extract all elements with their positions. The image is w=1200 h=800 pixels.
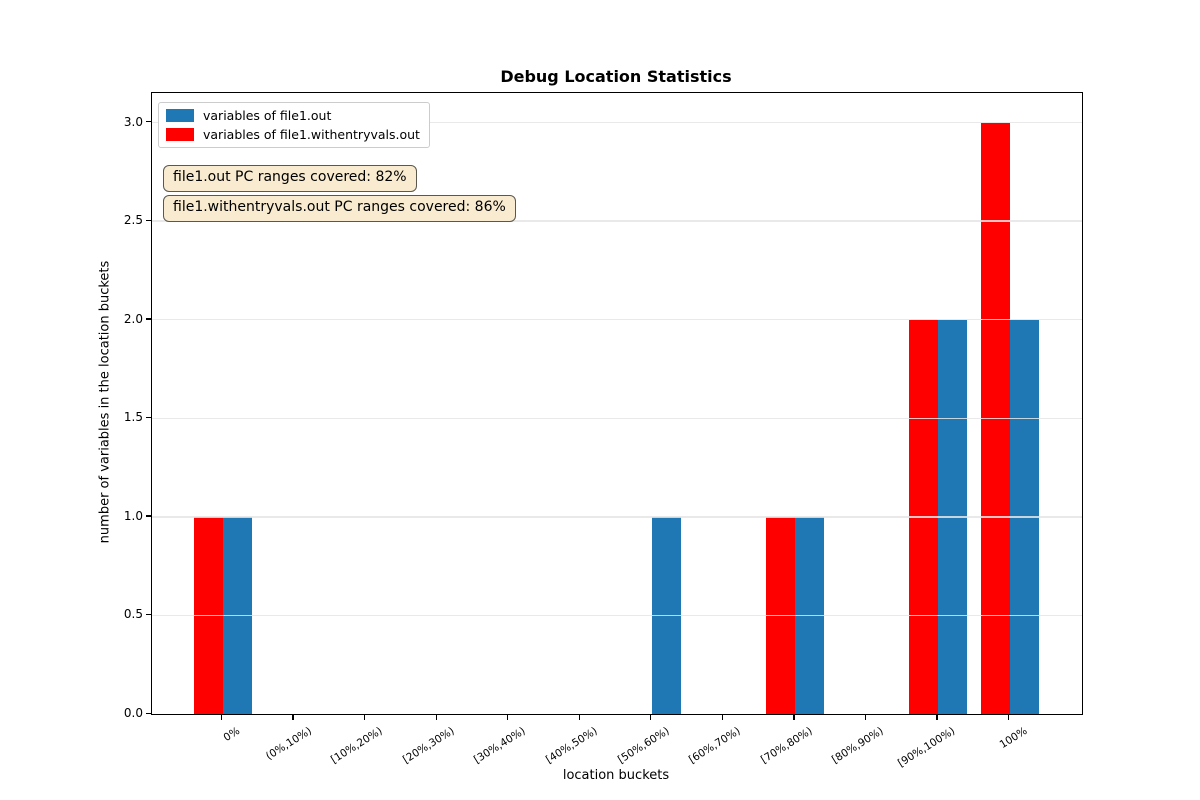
annotation-pc-ranges-file1: file1.out PC ranges covered: 82% [163, 165, 417, 192]
x-tick-mark [220, 714, 223, 720]
y-tick-mark [146, 515, 151, 517]
y-tick-mark [146, 712, 151, 714]
x-tick-label: [50%,60%) [615, 725, 672, 767]
annotation-pc-ranges-file1-withentryvals: file1.withentryvals.out PC ranges covere… [163, 195, 516, 222]
legend-item: variables of file1.out [166, 108, 420, 123]
x-tick-label: [60%,70%) [686, 725, 743, 767]
chart-title: Debug Location Statistics [500, 67, 732, 86]
legend-swatch [166, 128, 194, 141]
y-tick-mark [146, 219, 151, 221]
y-tick-label: 2.0 [123, 311, 143, 326]
gridline [152, 121, 1082, 124]
legend-swatch [166, 109, 194, 122]
x-tick-mark [1007, 714, 1010, 720]
y-tick-label: 0.0 [123, 706, 143, 720]
legend-label: variables of file1.out [203, 108, 332, 123]
legend: variables of file1.out variables of file1… [158, 102, 430, 148]
x-tick-label: 100% [997, 725, 1029, 752]
x-tick-label: [80%,90%) [830, 725, 886, 767]
x-tick-label: [40%,50%) [543, 725, 600, 767]
gridline [152, 417, 1082, 420]
y-tick-label: 2.5 [123, 213, 143, 228]
legend-item: variables of file1.withentryvals.out [166, 127, 420, 142]
x-tick-label: [90%,100%) [895, 725, 958, 770]
x-tick-mark [578, 714, 580, 720]
x-tick-label: [30%,40%) [472, 725, 529, 767]
x-axis-label: location buckets [562, 768, 670, 783]
x-tick-mark [793, 714, 795, 720]
y-tick-mark [146, 121, 151, 123]
gridline [152, 516, 1082, 518]
y-tick-label: 1.0 [123, 508, 143, 523]
plot-area [151, 92, 1083, 715]
x-tick-mark [292, 714, 294, 720]
y-tick-mark [146, 318, 151, 320]
y-axis-label: number of variables in the location buck… [97, 260, 113, 544]
x-tick-mark [864, 714, 867, 720]
x-tick-mark [721, 714, 724, 720]
x-tick-label: (0%,10%) [263, 725, 314, 763]
y-tick-label: 1.5 [123, 410, 143, 425]
gridline [152, 220, 1082, 222]
x-tick-label: [10%,20%) [329, 725, 385, 767]
y-tick-label: 0.5 [123, 607, 143, 622]
gridline [152, 318, 1082, 321]
gridline [152, 614, 1082, 617]
x-tick-mark [936, 714, 938, 720]
x-tick-mark [507, 714, 509, 720]
x-tick-mark [364, 714, 366, 720]
y-tick-mark [146, 416, 151, 419]
x-tick-label: [20%,30%) [400, 725, 457, 767]
x-tick-label: 0% [221, 725, 242, 745]
y-tick-mark [146, 613, 151, 616]
legend-label: variables of file1.withentryvals.out [203, 127, 420, 142]
x-tick-mark [435, 714, 437, 720]
x-tick-mark [650, 714, 652, 720]
y-tick-label: 3.0 [123, 114, 143, 129]
x-tick-label: [70%,80%) [758, 725, 815, 767]
